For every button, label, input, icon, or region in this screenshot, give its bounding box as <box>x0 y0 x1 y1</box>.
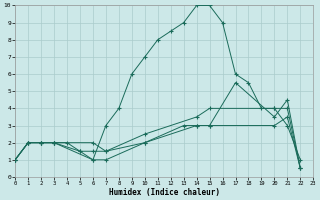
X-axis label: Humidex (Indice chaleur): Humidex (Indice chaleur) <box>109 188 220 197</box>
